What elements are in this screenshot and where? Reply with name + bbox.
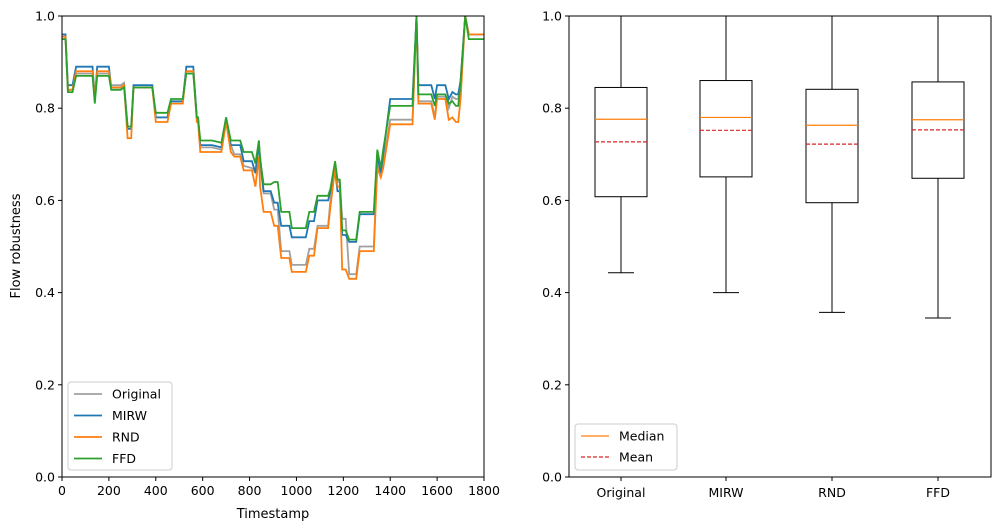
legend-label: FFD [112,451,136,466]
box-legend: Median Mean [574,423,678,471]
y-tick-label: 0.0 [35,470,55,485]
box-plot: Original MIRW RND FFD 0.0 0.2 0.4 0.6 0.8 1.0 Me… [542,9,992,500]
legend: Original MIRW RND FFD [67,381,173,471]
box-rnd [805,15,859,313]
category-tick-label: RND [818,485,846,500]
box-mirw [699,15,753,294]
box-ffd [911,15,965,319]
y-axis-ticks-right: 0.0 0.2 0.4 0.6 0.8 1.0 [542,9,569,485]
x-tick-label: 800 [238,483,262,498]
legend-label: Original [112,387,161,402]
y-tick-label: 0.4 [35,285,55,300]
x-tick-label: 1600 [421,483,453,498]
line-series-group [62,15,484,280]
x-tick-label: 400 [144,483,168,498]
y-tick-label: 0.4 [542,285,562,300]
box-original [594,15,648,274]
y-axis-ticks: 0.0 0.2 0.4 0.6 0.8 1.0 [35,9,62,485]
iqr-box [805,88,859,204]
line-chart: 0 200 400 600 800 1000 1200 1400 1600 1800 0.0 0.2… [9,9,500,523]
legend-label: RND [112,430,140,445]
y-tick-label: 0.6 [542,193,562,208]
series-line-original [62,15,484,276]
y-tick-label: 0.8 [35,101,55,116]
y-tick-label: 0.0 [542,470,562,485]
legend-label: MIRW [112,408,147,423]
y-tick-label: 0.2 [35,377,55,392]
category-tick-label: MIRW [708,485,743,500]
category-tick-label: Original [597,485,646,500]
y-tick-label: 0.8 [542,101,562,116]
left-plot-frame [61,15,485,478]
series-line-rnd [62,15,484,280]
x-tick-label: 0 [58,483,66,498]
y-tick-label: 0.6 [35,193,55,208]
x-tick-label: 600 [191,483,215,498]
legend-label: Median [619,429,664,444]
legend-label: Mean [619,450,653,465]
x-tick-label: 1000 [281,483,313,498]
category-tick-label: FFD [926,485,950,500]
y-tick-label: 1.0 [35,9,55,24]
x-tick-label: 1200 [327,483,359,498]
y-tick-label: 1.0 [542,9,562,24]
category-axis-ticks: Original MIRW RND FFD [597,477,950,500]
right-plot-frame [568,15,992,478]
y-axis-label: Flow robustness [9,193,24,298]
y-tick-label: 0.2 [542,377,562,392]
series-line-ffd [62,15,484,241]
x-axis-label: Timestamp [236,507,310,522]
legend-frame [67,381,173,471]
x-axis-ticks: 0 200 400 600 800 1000 1200 1400 1600 1800 [58,477,500,498]
x-tick-label: 200 [97,483,121,498]
box-series-group [594,15,965,319]
x-tick-label: 1800 [468,483,500,498]
x-tick-label: 1400 [374,483,406,498]
iqr-box [699,80,753,178]
